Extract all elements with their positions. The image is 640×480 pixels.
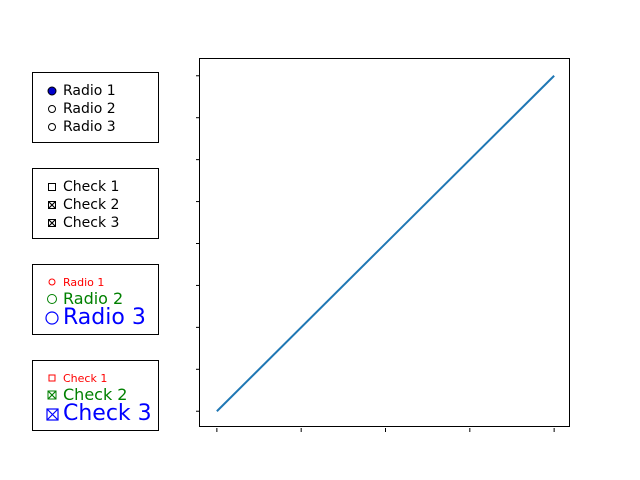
checkbox-label: Check 2 <box>63 385 128 404</box>
checkbox-option-3[interactable]: Check 3 <box>33 401 152 427</box>
radio-label: Radio 1 <box>63 275 105 289</box>
checkbox-checked-icon <box>48 219 56 227</box>
radio-option-2[interactable]: Radio 2 <box>33 289 123 309</box>
radio-label: Radio 3 <box>63 305 146 330</box>
plot-axes <box>196 58 570 432</box>
checkbox-label: Check 2 <box>63 197 120 213</box>
checkbox-label: Check 1 <box>63 179 120 195</box>
radio-icon <box>48 278 56 286</box>
radio-group-2: Radio 1 Radio 2 Radio 3 <box>32 264 159 335</box>
radio-option-1[interactable]: Radio 1 <box>33 83 116 99</box>
checkbox-label: Check 3 <box>63 401 152 426</box>
checkbox-option-1[interactable]: Check 1 <box>33 179 119 195</box>
checkbox-group-1: Check 1 Check 2 Check 3 <box>32 168 159 239</box>
radio-option-1[interactable]: Radio 1 <box>33 275 104 289</box>
radio-option-2[interactable]: Radio 2 <box>33 101 116 117</box>
checkbox-option-3[interactable]: Check 3 <box>33 215 119 231</box>
radio-icon <box>47 294 57 304</box>
radio-label: Radio 2 <box>63 289 124 308</box>
radio-option-3[interactable]: Radio 3 <box>33 305 146 331</box>
radio-icon <box>45 311 59 325</box>
checkbox-group-2: Check 1 Check 2 Check 3 <box>32 360 159 431</box>
series-line <box>216 75 555 412</box>
checkbox-checked-icon <box>46 408 59 421</box>
radio-group-1: Radio 1 Radio 2 Radio 3 <box>32 72 159 143</box>
checkbox-icon <box>48 183 56 191</box>
radio-label: Radio 3 <box>63 119 116 135</box>
checkbox-icon <box>48 374 56 382</box>
checkbox-checked-icon <box>48 201 56 209</box>
radio-icon <box>48 105 56 113</box>
checkbox-checked-icon <box>47 390 57 400</box>
checkbox-option-2[interactable]: Check 2 <box>33 197 119 213</box>
line-chart <box>196 75 555 432</box>
radio-option-3[interactable]: Radio 3 <box>33 119 116 135</box>
checkbox-label: Check 1 <box>63 371 108 385</box>
radio-label: Radio 1 <box>63 83 116 99</box>
checkbox-option-2[interactable]: Check 2 <box>33 385 127 405</box>
radio-label: Radio 2 <box>63 101 116 117</box>
radio-icon-selected <box>47 86 57 96</box>
checkbox-option-1[interactable]: Check 1 <box>33 371 107 385</box>
checkbox-label: Check 3 <box>63 215 120 231</box>
radio-icon <box>48 123 56 131</box>
